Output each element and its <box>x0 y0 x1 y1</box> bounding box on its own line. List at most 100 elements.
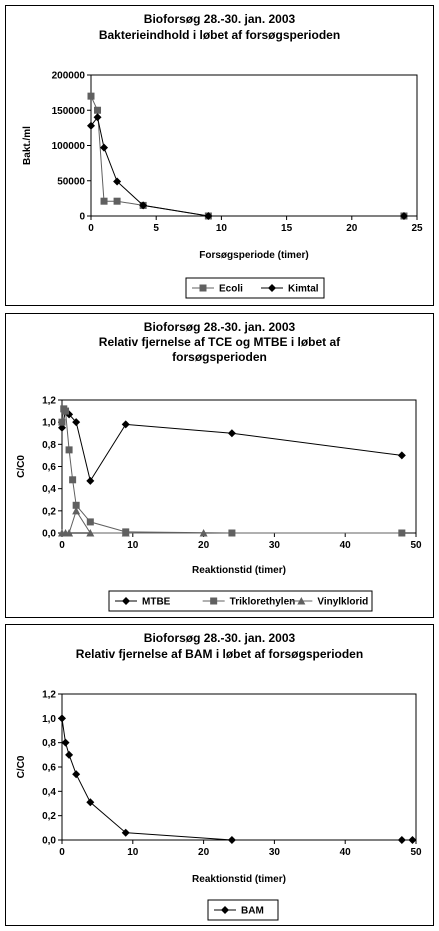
legend: BAM <box>207 899 279 921</box>
x-tick-label: 0 <box>59 847 65 858</box>
x-tick-label: 25 <box>411 223 423 234</box>
y-tick-label: 0,4 <box>42 484 56 495</box>
y-tick-label: 50000 <box>57 176 85 187</box>
legend-marker <box>122 597 130 605</box>
data-point <box>86 798 95 807</box>
data-point <box>72 418 81 427</box>
y-tick-label: 100000 <box>52 141 86 152</box>
data-point <box>86 518 94 526</box>
chart-panel-bam: Bioforsøg 28.-30. jan. 2003 Relativ fjern… <box>5 624 434 926</box>
legend-box <box>207 899 279 921</box>
data-point <box>72 506 81 515</box>
chart-subtitle: Bakterieindhold i løbet af forsøgsperiod… <box>99 28 340 42</box>
legend-label: BAM <box>241 906 264 917</box>
data-point <box>204 212 213 220</box>
data-point <box>399 212 408 220</box>
y-axis-label: C/C0 <box>16 455 27 478</box>
legend-marker <box>199 284 207 292</box>
data-point <box>397 836 406 844</box>
y-tick-label: 150000 <box>52 106 86 117</box>
data-point <box>69 476 77 484</box>
data-point <box>61 738 70 747</box>
y-tick-label: 0,2 <box>42 811 56 822</box>
legend-box <box>185 277 325 299</box>
data-point <box>227 836 236 844</box>
x-tick-label: 0 <box>59 540 65 551</box>
data-point <box>121 529 130 537</box>
x-tick-label: 40 <box>340 540 352 551</box>
y-axis-label: C/C0 <box>16 755 27 778</box>
data-point <box>93 113 102 122</box>
data-point <box>227 429 236 438</box>
legend-label: MTBE <box>142 597 171 608</box>
data-point <box>86 529 95 537</box>
y-tick-label: 0,0 <box>42 529 56 540</box>
x-axis-label: Reaktionstid (timer) <box>192 874 286 885</box>
x-tick-label: 15 <box>281 223 293 234</box>
chart-panel-bacteria: Bioforsøg 28.-30. jan. 2003 Bakterieindho… <box>5 5 434 306</box>
y-tick-label: 0,2 <box>42 506 56 517</box>
data-point <box>62 407 70 415</box>
y-tick-label: 0,8 <box>42 738 56 749</box>
chart-title: Bioforsøg 28.-30. jan. 2003 <box>144 12 296 26</box>
plot-area <box>90 74 418 217</box>
y-tick-label: 0 <box>79 212 85 223</box>
y-tick-label: 0,8 <box>42 440 56 451</box>
x-tick-label: 20 <box>198 847 210 858</box>
data-point <box>228 529 236 537</box>
y-axis-label: Bakt./ml <box>22 126 33 165</box>
data-point <box>94 106 102 114</box>
data-point <box>121 420 130 429</box>
legend: MTBE Triklorethylen Vinylklorid <box>108 590 373 612</box>
legend-marker <box>297 597 306 605</box>
chart-bam: Bioforsøg 28.-30. jan. 2003 Relativ fjern… <box>16 631 422 921</box>
data-point <box>139 201 148 210</box>
data-point <box>65 529 74 537</box>
x-tick-label: 20 <box>346 223 358 234</box>
data-point <box>72 770 81 779</box>
series-bam <box>58 714 417 844</box>
data-point <box>87 121 95 130</box>
x-tick-label: 0 <box>88 223 94 234</box>
chart-subtitle: forsøgsperioden <box>172 350 267 364</box>
x-tick-label: 40 <box>340 847 352 858</box>
y-tick-label: 0,4 <box>42 787 56 798</box>
chart-subtitle: Relativ fjernelse af TCE og MTBE i løbet… <box>99 335 341 349</box>
plot-area <box>61 693 417 841</box>
x-tick-label: 30 <box>269 847 281 858</box>
x-axis-label: Reaktionstid (timer) <box>192 565 286 576</box>
data-point <box>121 828 130 837</box>
legend-label: Triklorethylen <box>230 597 296 608</box>
data-point <box>58 714 66 723</box>
data-point <box>65 750 74 759</box>
data-point <box>87 92 95 100</box>
chart-title: Bioforsøg 28.-30. jan. 2003 <box>144 631 296 645</box>
chart-subtitle: Relativ fjernelse af BAM i løbet af fors… <box>76 647 363 661</box>
y-tick-label: 200000 <box>52 71 86 82</box>
data-point <box>58 423 66 432</box>
data-point <box>199 529 208 537</box>
legend-marker <box>221 906 229 914</box>
y-tick-label: 0,6 <box>42 763 56 774</box>
y-tick-label: 0,0 <box>42 836 56 847</box>
x-tick-label: 5 <box>153 223 159 234</box>
legend-label: Kimtal <box>288 284 319 295</box>
series-vinylklorid <box>58 506 208 537</box>
data-point <box>100 143 109 152</box>
x-tick-label: 10 <box>216 223 228 234</box>
data-point <box>113 197 121 205</box>
data-point <box>58 418 66 426</box>
chart-title: Bioforsøg 28.-30. jan. 2003 <box>144 320 296 334</box>
x-tick-label: 50 <box>410 847 422 858</box>
legend-marker <box>210 597 218 605</box>
x-tick-label: 30 <box>269 540 281 551</box>
chart-bacteria: Bioforsøg 28.-30. jan. 2003 Bakterieindho… <box>22 12 423 299</box>
plot-area <box>61 399 417 534</box>
y-tick-label: 1,2 <box>42 396 56 407</box>
x-tick-label: 50 <box>410 540 422 551</box>
series-kimtal <box>87 113 408 220</box>
legend-label: Vinylklorid <box>317 597 368 608</box>
legend-marker <box>268 284 276 292</box>
data-point <box>113 177 122 186</box>
